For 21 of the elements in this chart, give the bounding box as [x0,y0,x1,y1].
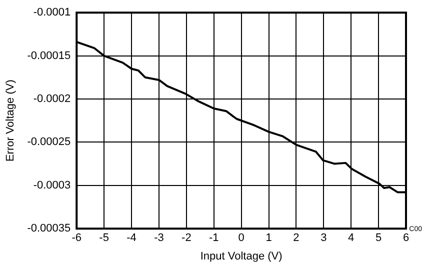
y-tick-label: -0.0003 [33,179,71,192]
y-axis-title: Error Voltage (V) [4,80,17,162]
y-tick-label: -0.0001 [33,6,71,19]
x-tick-label: 1 [266,232,272,244]
x-tick-label: -4 [126,232,136,244]
x-tick-label: 4 [348,232,354,244]
x-axis-title: Input Voltage (V) [200,250,282,262]
x-tick-label: -1 [208,232,219,244]
y-tick-label: -0.00035 [27,222,71,235]
x-tick-label: -2 [182,232,192,244]
x-tick-label: -5 [99,232,109,244]
x-tick-label: 6 [402,232,410,244]
x-tick-label: 2 [293,232,300,244]
y-tick-label: -0.00015 [27,50,71,62]
x-tick-label: 5 [375,232,382,244]
y-tick-label: -0.0002 [33,93,71,106]
x-tick-label: 0 [238,232,244,244]
x-tick-label: -6 [72,232,82,244]
x-tick-label: -3 [154,232,164,244]
y-tick-label: -0.00025 [27,136,71,148]
x-tick-label: 3 [320,232,327,244]
